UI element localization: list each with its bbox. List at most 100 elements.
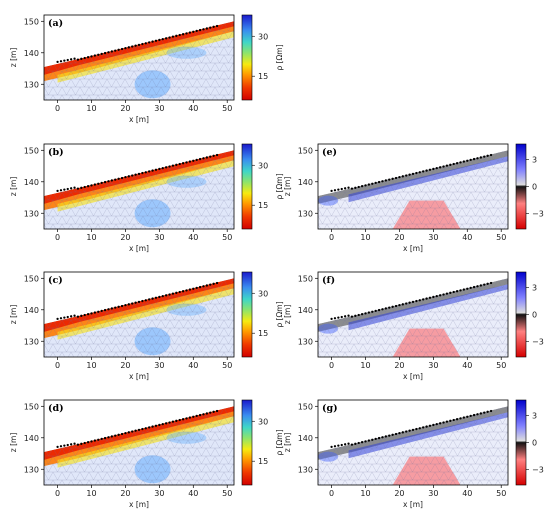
- electrode: [330, 317, 333, 321]
- electrode: [161, 166, 164, 170]
- axes-frame: [317, 271, 509, 358]
- electrode: [185, 32, 188, 35]
- x-axis-label: x [m]: [129, 500, 149, 509]
- electrode: [110, 307, 114, 310]
- colorbar-gradient: [241, 143, 253, 230]
- electrode: [388, 434, 391, 437]
- electrode: [330, 189, 333, 193]
- x-tick-label: 50: [222, 233, 232, 242]
- electrode: [350, 443, 354, 446]
- electrode: [181, 33, 185, 36]
- x-tick-label: 50: [496, 361, 506, 370]
- electrode: [151, 297, 154, 300]
- electrode: [158, 423, 161, 427]
- axes-frame: [317, 143, 509, 230]
- electrode: [469, 158, 472, 162]
- electrode: [486, 282, 489, 285]
- panel-label: (g): [322, 403, 338, 414]
- colorbar: 30 15 ρ [Ωm]: [241, 399, 284, 486]
- electrode: [452, 290, 455, 294]
- y-tick-label: 140: [298, 306, 313, 315]
- colorbar-tick-label: 0: [532, 183, 537, 192]
- x-tick-label: 10: [86, 361, 96, 370]
- electrode: [486, 410, 489, 413]
- electrode: [459, 417, 462, 420]
- panel-label: (a): [48, 18, 63, 29]
- electrode: [371, 182, 374, 185]
- electrode: [381, 436, 384, 439]
- electrode: [134, 301, 137, 304]
- electrode: [69, 58, 73, 61]
- electrode: [103, 436, 107, 440]
- electrode: [76, 443, 80, 446]
- electrode: [90, 55, 93, 58]
- electrode: [171, 420, 175, 423]
- electrode: [360, 185, 364, 188]
- electrode: [124, 304, 127, 307]
- electrode: [405, 302, 408, 305]
- electrode: [411, 172, 415, 176]
- colorbar-gradient: [241, 271, 253, 358]
- electrode: [432, 423, 435, 427]
- x-tick-label: 0: [329, 361, 334, 370]
- electrode: [435, 294, 438, 298]
- x-tick-label: 50: [222, 489, 232, 498]
- electrode: [489, 281, 493, 285]
- colorbar-tick-label: 3: [532, 411, 537, 420]
- electrode: [148, 170, 151, 173]
- electrode: [405, 430, 408, 433]
- y-tick-label: 130: [24, 80, 39, 89]
- y-tick-label: 150: [24, 402, 39, 411]
- electrode: [151, 169, 154, 172]
- electrode: [215, 409, 219, 413]
- electrode: [442, 421, 445, 424]
- electrode: [97, 53, 100, 56]
- model-area: [44, 278, 234, 357]
- electrode: [164, 422, 168, 425]
- electrode: [486, 154, 489, 157]
- mesh-overlay: [44, 406, 234, 485]
- electrode: [171, 164, 175, 167]
- electrode: [428, 168, 432, 171]
- x-tick-label: 10: [86, 489, 96, 498]
- electrode: [472, 413, 476, 417]
- mesh-overlay: [318, 150, 508, 229]
- y-axis-label: z [m]: [283, 433, 292, 453]
- x-tick-label: 0: [55, 233, 60, 242]
- electrode: [209, 283, 212, 286]
- electrode: [428, 424, 432, 427]
- colorbar-tick-label: −3: [532, 466, 544, 475]
- axes-frame: [43, 14, 235, 101]
- mesh-overlay: [318, 278, 508, 357]
- electrode: [66, 187, 69, 191]
- colorbar-tick-label: 15: [258, 457, 268, 466]
- electrode: [347, 186, 350, 189]
- electrode: [405, 174, 408, 177]
- electrode: [73, 442, 76, 445]
- electrode: [209, 411, 212, 414]
- model-area: [318, 150, 508, 229]
- x-axis-label: x [m]: [403, 372, 423, 381]
- electrode: [83, 56, 86, 60]
- electrode: [377, 436, 381, 440]
- electrode: [391, 433, 394, 436]
- x-tick-label: 40: [188, 233, 198, 242]
- electrode: [367, 439, 371, 442]
- electrode: [117, 48, 120, 51]
- electrode: [425, 425, 428, 428]
- electrode: [137, 172, 141, 176]
- electrode: [374, 181, 377, 185]
- electrode: [141, 427, 144, 431]
- electrode: [343, 187, 347, 190]
- colorbar-label: ρ [Ωm]: [275, 429, 284, 455]
- electrode: [100, 181, 103, 185]
- electrode: [141, 42, 144, 46]
- electrode: [198, 285, 202, 289]
- electrode: [175, 163, 178, 166]
- x-tick-label: 30: [428, 489, 438, 498]
- x-tick-label: 20: [394, 361, 404, 370]
- electrode: [76, 58, 80, 61]
- electrode: [408, 301, 411, 304]
- y-tick-label: 130: [24, 209, 39, 218]
- electrode: [161, 294, 164, 298]
